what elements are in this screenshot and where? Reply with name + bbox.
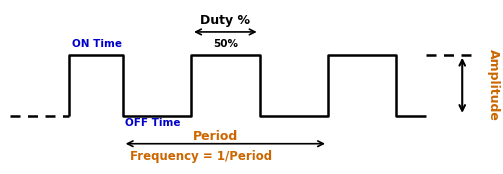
Text: Frequency = 1/Period: Frequency = 1/Period (130, 151, 272, 163)
Text: Period: Period (193, 130, 238, 143)
Text: ON Time: ON Time (71, 39, 122, 49)
Text: 50%: 50% (213, 39, 238, 49)
Text: Amplitude: Amplitude (486, 49, 499, 121)
Text: OFF Time: OFF Time (125, 118, 181, 128)
Text: Duty %: Duty % (200, 14, 250, 27)
